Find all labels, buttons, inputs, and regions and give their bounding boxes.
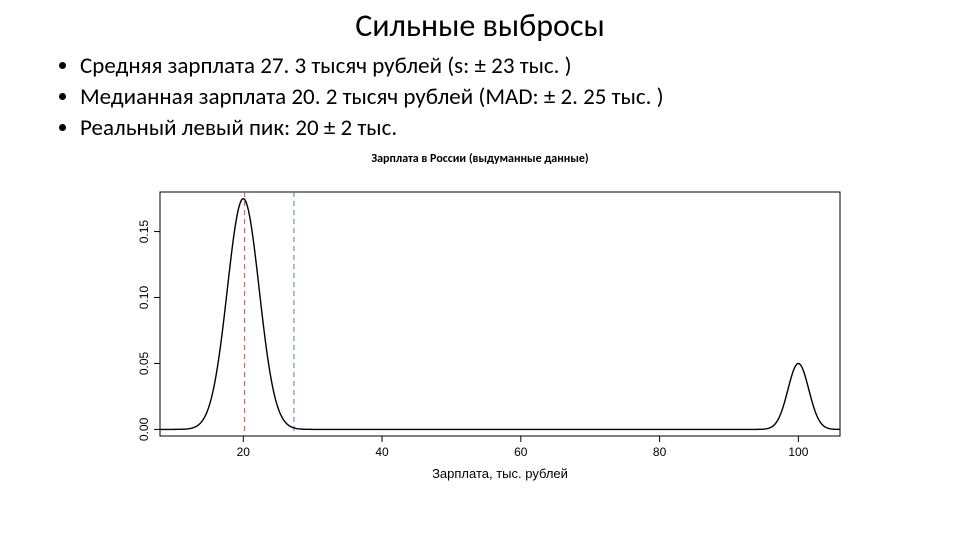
x-axis-label: Зарплата, тыс. рублей [432,466,568,481]
density-chart: 20 40 60 80 100 0.00 0.05 0.10 0.15 Зарплата, тыс… [100,174,860,494]
y-tick-label: 0.10 [137,286,151,310]
bullet-item: Реальный левый пик: 20 ± 2 тыс. [80,113,940,144]
x-tick-label: 40 [375,445,389,459]
y-tick-label: 0.05 [137,352,151,376]
density-curve [160,199,840,430]
x-tick-label: 20 [237,445,251,459]
chart-container: Зарплата в России (выдуманные данные) 20… [100,152,860,494]
bullet-list: Средняя зарплата 27. 3 тысяч рублей (s: … [58,51,940,144]
bullet-item: Средняя зарплата 27. 3 тысяч рублей (s: … [80,51,940,82]
y-tick-label: 0.00 [137,418,151,442]
y-tick-label: 0.15 [137,220,151,244]
chart-title: Зарплата в России (выдуманные данные) [100,152,860,166]
x-tick-label: 100 [788,445,808,459]
bullet-item: Медианная зарплата 20. 2 тысяч рублей (M… [80,82,940,113]
x-tick-label: 80 [653,445,667,459]
page-title: Сильные выбросы [0,6,960,45]
x-tick-label: 60 [514,445,528,459]
